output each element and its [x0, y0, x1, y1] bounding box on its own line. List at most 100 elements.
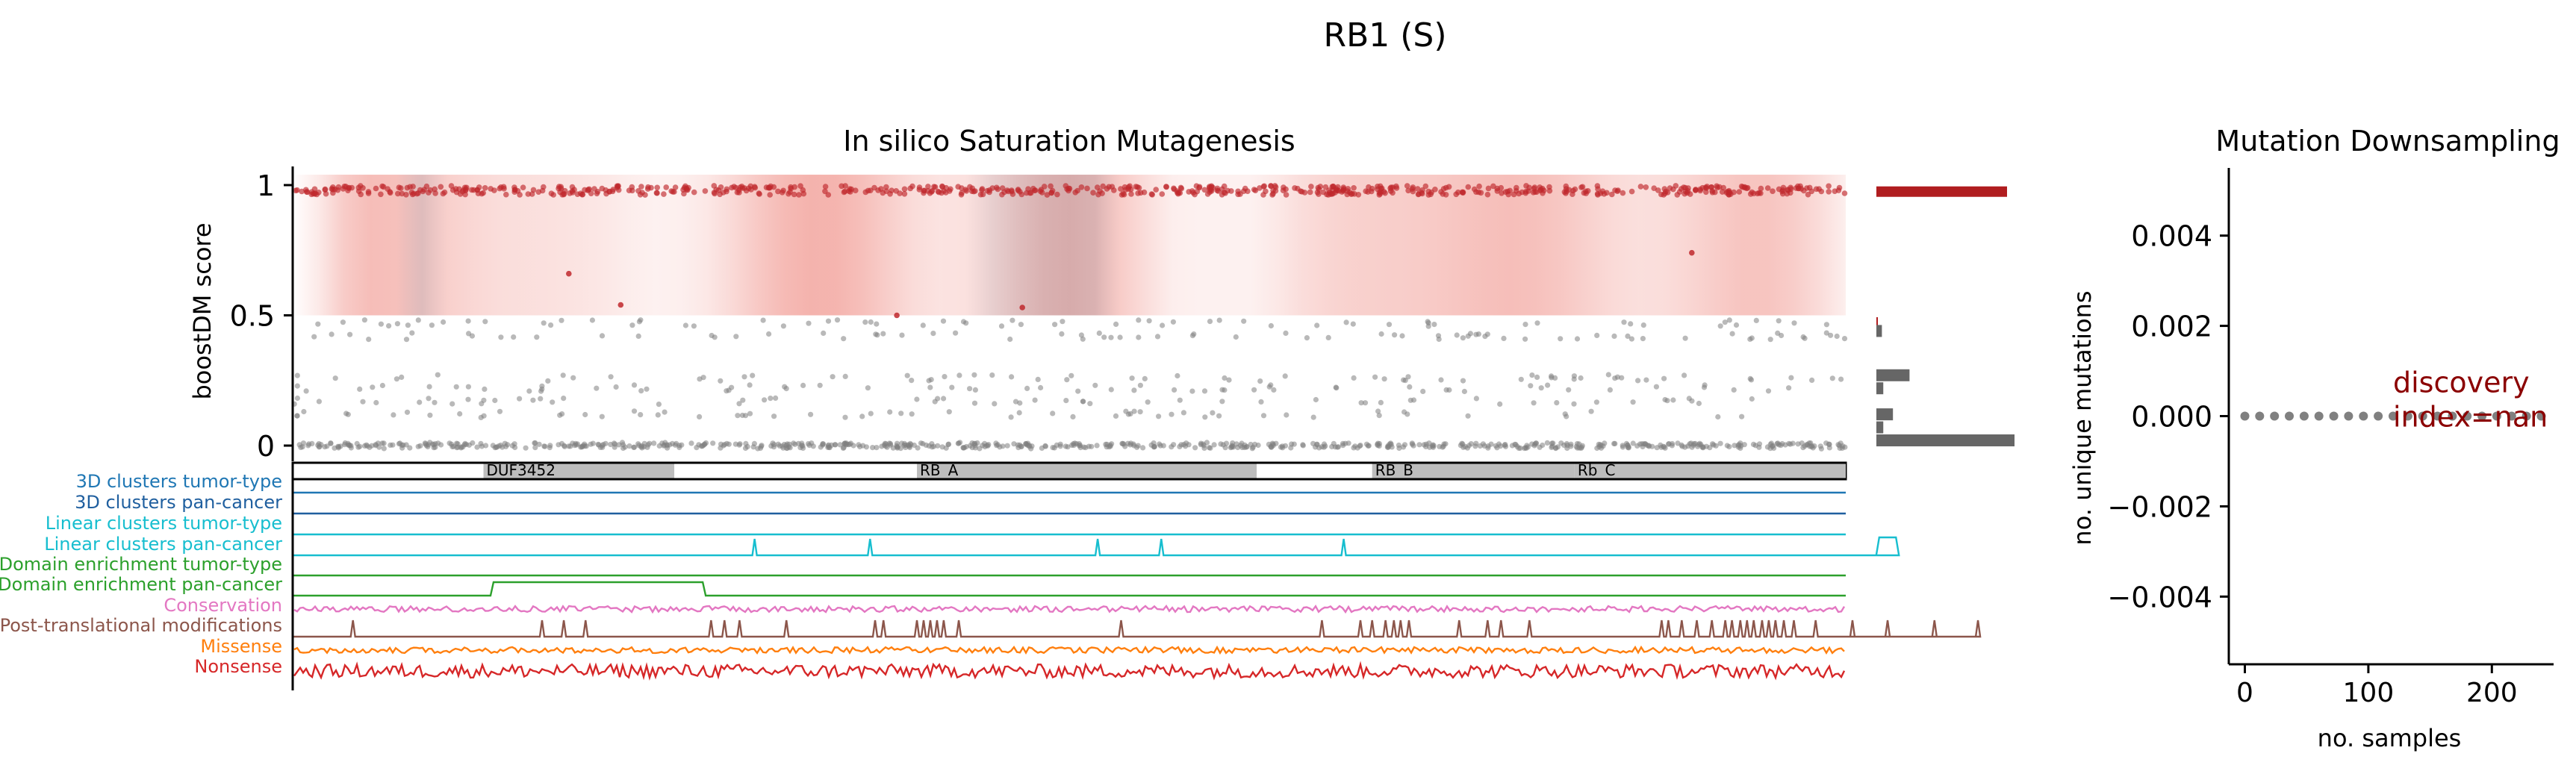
score-point [357, 443, 363, 449]
score-point [1594, 332, 1600, 338]
score-point [1767, 441, 1773, 448]
score-point [911, 442, 917, 449]
score-point [1211, 442, 1217, 448]
score-point [396, 184, 402, 190]
score-point [1758, 190, 1764, 196]
score-point [1252, 187, 1259, 193]
score-point [1012, 399, 1019, 405]
score-point [1620, 444, 1625, 450]
score-point [1460, 378, 1466, 384]
score-point [294, 372, 300, 378]
score-point [410, 184, 416, 190]
score-point [476, 184, 482, 190]
score-point [1378, 331, 1384, 337]
score-point [1675, 440, 1681, 446]
score-point [916, 187, 923, 193]
score-point [1008, 414, 1014, 420]
score-point [373, 399, 379, 406]
score-point [1271, 387, 1277, 393]
score-point [497, 185, 503, 192]
score-point [1074, 187, 1080, 194]
score-point [1244, 443, 1250, 450]
score-point [465, 384, 472, 390]
score-point [1826, 441, 1832, 448]
score-point [697, 413, 703, 420]
score-point [1593, 399, 1599, 405]
score-point [1472, 443, 1478, 449]
score-point [1576, 441, 1582, 447]
score-point [1385, 443, 1391, 449]
score-point [342, 440, 348, 446]
score-point [415, 443, 421, 449]
downsampling-point [2389, 411, 2398, 421]
score-point [545, 378, 551, 384]
score-point [1396, 442, 1401, 449]
score-point [1611, 333, 1617, 339]
histogram-bar [1876, 382, 1884, 395]
score-point [1148, 191, 1155, 197]
score-point [1233, 334, 1239, 340]
score-point [1235, 191, 1241, 198]
score-point [315, 442, 321, 449]
score-point [894, 312, 900, 319]
score-point [1075, 388, 1081, 394]
score-point [1089, 443, 1095, 449]
score-point [1497, 401, 1503, 408]
score-point [1414, 186, 1421, 192]
score-point [1120, 190, 1126, 197]
score-point [1145, 399, 1151, 405]
score-point [1401, 377, 1407, 383]
score-point [399, 374, 405, 380]
score-point [1104, 186, 1110, 192]
score-point [638, 443, 645, 449]
score-point [1230, 440, 1236, 446]
score-point [1465, 413, 1471, 419]
score-point [691, 323, 697, 329]
score-point [1260, 192, 1266, 198]
score-point [1007, 336, 1013, 343]
downsampling-y-tick-label: −0.004 [2107, 581, 2212, 614]
score-point [617, 302, 624, 308]
score-point [993, 440, 999, 446]
score-point [903, 442, 909, 449]
score-point [399, 445, 405, 451]
score-point [1574, 336, 1581, 342]
score-point [1804, 185, 1810, 191]
score-point [1563, 183, 1569, 190]
score-point [1475, 331, 1481, 337]
score-point [370, 384, 376, 390]
score-point [1686, 396, 1692, 402]
score-point [1420, 388, 1426, 395]
downsampling-y-tick-label: 0.002 [2131, 310, 2212, 343]
score-point [379, 183, 385, 190]
score-point [1216, 317, 1222, 323]
score-point [1004, 443, 1010, 449]
score-point [1779, 332, 1785, 339]
score-point [1635, 378, 1641, 384]
score-point [324, 443, 330, 449]
score-point [1332, 444, 1338, 450]
score-point [1404, 183, 1410, 189]
score-point [1223, 440, 1230, 446]
score-point [1689, 249, 1695, 256]
score-point [504, 442, 511, 448]
score-point [501, 186, 507, 192]
score-point [1499, 190, 1505, 196]
score-point [760, 317, 766, 323]
score-point [429, 322, 435, 328]
score-point [925, 184, 931, 190]
score-point [1096, 330, 1102, 336]
score-point [1078, 184, 1085, 190]
score-point [1329, 190, 1335, 197]
score-point [498, 334, 504, 340]
score-point [1519, 189, 1525, 196]
score-point [943, 445, 949, 451]
score-point [808, 411, 814, 417]
downsampling-xlabel: no. samples [2318, 724, 2462, 752]
score-point [956, 440, 962, 446]
score-point [1177, 190, 1183, 196]
score-point [943, 190, 949, 196]
score-point [449, 187, 456, 193]
score-point [1109, 184, 1116, 190]
score-point [335, 445, 341, 451]
